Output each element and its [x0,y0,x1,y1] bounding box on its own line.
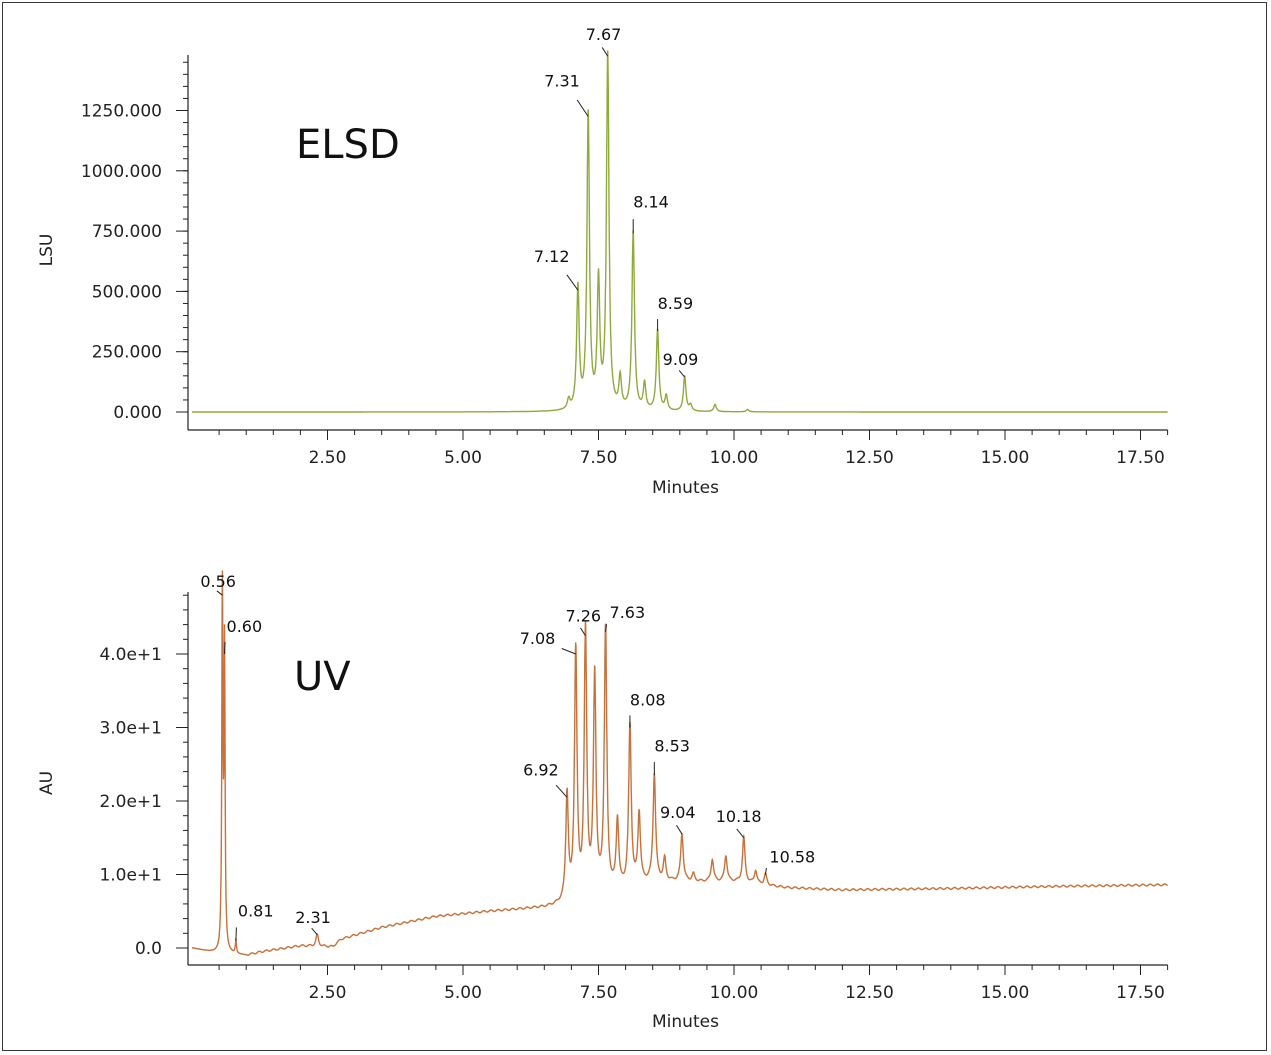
peak-leader-line [555,784,568,798]
y-tick-label: 0.0 [135,939,162,959]
peak-leader-line [736,828,745,839]
peak-leader-line [676,825,683,835]
y-tick-label: 2.0e+1 [99,792,162,812]
y-tick-label: 500.000 [92,282,162,302]
x-tick-label: 10.00 [710,983,759,1003]
peak-label: 7.63 [610,603,646,622]
y-tick-label: 1250.000 [81,102,162,122]
peak-label: 8.59 [658,294,694,313]
peak-label: 7.31 [544,72,580,91]
x-tick-label: 12.50 [845,448,894,468]
x-tick-label: 2.50 [309,983,347,1003]
peak-leader-line [678,370,686,378]
x-tick-label: 17.50 [1116,983,1165,1003]
elsd-trace [192,50,1168,413]
peak-label: 9.09 [663,350,699,369]
peak-leader-line [311,927,318,936]
peak-label: 0.56 [200,572,236,591]
peak-label: 9.04 [660,803,696,822]
peak-label: 7.08 [520,629,556,648]
peak-label: 7.26 [565,607,601,626]
peak-leader-line [580,627,586,636]
x-tick-label: 5.00 [444,983,482,1003]
y-tick-label: 1000.000 [81,162,162,182]
peak-label: 10.58 [769,848,815,867]
x-tick-label: 15.00 [981,983,1030,1003]
peak-leader-line [224,641,226,655]
y-tick-label: 1.0e+1 [99,866,162,886]
peak-label: 7.67 [586,25,622,44]
x-tick-label: 5.00 [444,448,482,468]
peak-label: 0.81 [238,902,274,921]
x-tick-label: 12.50 [845,983,894,1003]
peak-label: 2.31 [295,908,331,927]
uv-y-axis-title: AU [37,771,57,795]
peak-leader-line [235,927,237,941]
uv-trace [191,570,1168,956]
peak-label: 6.92 [523,760,559,779]
peak-leader-line [605,624,608,633]
peak-label: 0.60 [227,617,263,636]
peak-leader-line [576,99,589,117]
peak-leader-line [601,47,609,57]
uv-panel-title: UV [294,654,351,700]
x-tick-label: 7.50 [580,983,618,1003]
peak-leader-line [561,648,576,655]
elsd-y-axis-title: LSU [37,234,57,267]
uv-x-axis-title: Minutes [652,1012,719,1032]
x-tick-label: 10.00 [710,448,759,468]
peak-label: 8.08 [630,691,666,710]
y-tick-label: 0.000 [113,403,162,423]
peak-label: 7.12 [534,247,570,266]
elsd-panel: ELSD Minutes LSU 2.50 5.00 7.50 10.00 12.50 1… [37,25,1169,498]
uv-panel: UV Minutes AU 2.50 5.00 7.50 10.00 12.50 15.0… [37,570,1169,1032]
peak-leader-line [216,590,223,596]
peak-leader-line [566,274,579,291]
peak-leader-line [764,867,767,875]
x-tick-label: 2.50 [309,448,347,468]
elsd-panel-title: ELSD [296,122,400,168]
x-tick-label: 7.50 [580,448,618,468]
peak-label: 8.53 [654,736,690,755]
y-tick-label: 250.000 [92,343,162,363]
y-tick-label: 750.000 [92,222,162,242]
x-tick-label: 17.50 [1116,448,1165,468]
y-tick-label: 4.0e+1 [99,645,162,665]
peak-label: 10.18 [716,807,762,826]
peak-label: 8.14 [633,193,669,212]
elsd-x-axis-title: Minutes [652,478,719,498]
y-tick-label: 3.0e+1 [99,719,162,739]
x-tick-label: 15.00 [981,448,1030,468]
